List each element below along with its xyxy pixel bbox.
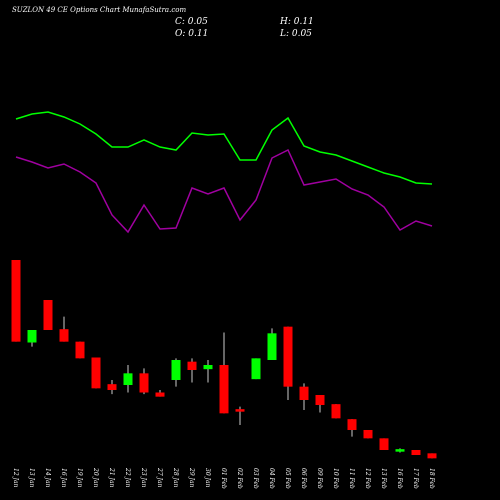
candle-body	[75, 341, 85, 359]
x-tick-label: 27 Jan	[156, 467, 163, 488]
high-text: H: 0.11	[279, 17, 314, 27]
candle-body	[123, 373, 133, 385]
x-tick-label: 12 Feb	[364, 468, 371, 489]
candle-body	[395, 449, 405, 452]
x-tick-label: 09 Feb	[316, 468, 323, 489]
close-text: C: 0.05	[175, 17, 208, 27]
candle-body	[155, 392, 165, 397]
indicator-line	[15, 111, 433, 185]
x-tick-label: 13 Feb	[380, 468, 387, 489]
x-tick-label: 12 Jan	[12, 468, 19, 488]
x-tick-label: 23 Jan	[140, 467, 147, 488]
candle-body	[299, 386, 309, 400]
x-tick-label: 10 Feb	[332, 468, 339, 489]
candle-body	[203, 365, 213, 370]
x-tick-label: 16 Feb	[396, 468, 403, 489]
candle-body	[171, 360, 181, 380]
open-text: O: 0.11	[175, 29, 208, 39]
x-tick-label: 14 Jan	[44, 468, 51, 488]
candle-body	[11, 260, 21, 342]
candle-body	[315, 395, 325, 405]
candle-body	[347, 419, 357, 430]
candle-body	[283, 326, 293, 387]
candle-body	[379, 438, 389, 450]
x-tick-label: 06 Feb	[300, 468, 307, 489]
x-tick-label: 19 Jan	[76, 468, 83, 488]
x-tick-label: 03 Feb	[252, 468, 259, 489]
indicator-line	[15, 148, 433, 234]
candle-body	[43, 300, 53, 330]
x-tick-label: 04 Feb	[268, 468, 275, 489]
x-tick-label: 13 Jan	[28, 468, 35, 488]
x-tick-label: 05 Feb	[284, 468, 291, 489]
x-tick-label: 22 Jan	[124, 467, 131, 488]
x-tick-label: 20 Jan	[92, 467, 99, 488]
candle-body	[427, 453, 437, 459]
x-tick-label: 30 Jan	[204, 468, 211, 488]
x-tick-label: 02 Feb	[236, 468, 243, 489]
candle-body	[59, 329, 69, 342]
candle-body	[219, 365, 229, 414]
candle-body	[411, 450, 421, 455]
x-tick-label: 28 Jan	[172, 467, 179, 488]
candle-body	[251, 358, 261, 380]
x-tick-label: 21 Jan	[108, 467, 115, 488]
x-tick-label: 29 Jan	[188, 467, 195, 488]
x-tick-label: 01 Feb	[220, 468, 227, 489]
candle-body	[267, 333, 277, 360]
x-tick-label: 17 Feb	[412, 468, 419, 489]
candle-body	[91, 357, 101, 389]
candle-body	[27, 330, 37, 343]
candle-body	[139, 373, 149, 393]
candle-body	[107, 384, 117, 390]
low-text: L: 0.05	[279, 29, 312, 39]
candle-body	[363, 430, 373, 439]
candle-body	[235, 409, 245, 412]
chart-title: SUZLON 49 CE Options Chart MunafaSutra.c…	[12, 6, 186, 14]
x-tick-label: 16 Jan	[60, 468, 67, 488]
candle-body	[331, 404, 341, 419]
x-tick-label: 11 Feb	[348, 468, 355, 489]
candle-body	[187, 361, 197, 370]
x-tick-label: 18 Feb	[428, 468, 435, 489]
